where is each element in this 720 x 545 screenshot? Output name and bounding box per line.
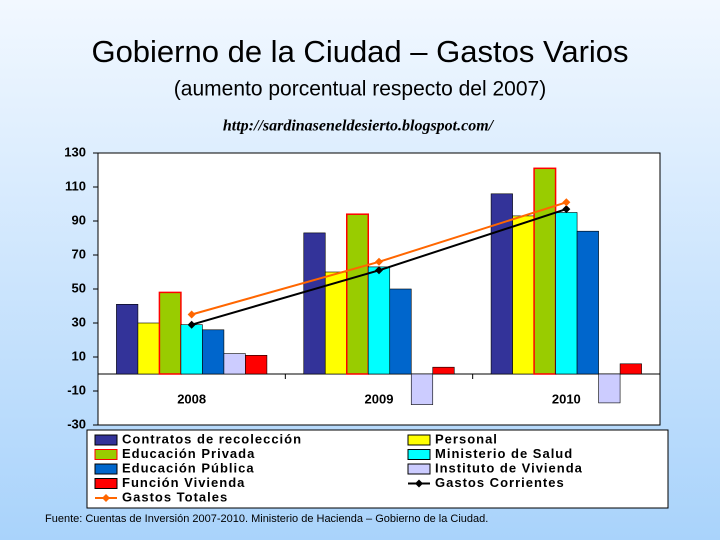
legend-label: Contratos de recolección <box>122 431 302 446</box>
x-tick-label: 2008 <box>177 391 206 406</box>
line-marker <box>187 320 196 329</box>
bar <box>245 354 268 375</box>
url: http://sardinaseneldesierto.blogspot.com… <box>223 118 495 135</box>
bar <box>180 324 203 375</box>
legend-swatch <box>94 434 118 446</box>
bar <box>410 373 434 405</box>
x-tick-label: 2010 <box>552 391 581 406</box>
source: Fuente: Cuentas de Inversión 2007-2010. … <box>45 513 488 525</box>
legend-swatch <box>94 478 118 489</box>
legend-marker <box>102 494 110 502</box>
y-tick-label: 130 <box>64 144 86 159</box>
x-tick-label: 2009 <box>365 391 394 406</box>
line-marker <box>375 257 383 266</box>
y-tick-label: 10 <box>72 348 86 363</box>
legend-label: Ministerio de Salud <box>435 446 573 461</box>
bar <box>555 212 578 375</box>
legend-label: Función Vivienda <box>122 475 245 490</box>
legend-swatch <box>94 449 118 460</box>
bar <box>202 329 225 375</box>
bar <box>158 291 182 375</box>
y-tick-label: 110 <box>65 178 86 193</box>
legend-label: Instituto de Vivienda <box>435 460 583 475</box>
bar <box>346 213 369 375</box>
bar <box>619 363 642 375</box>
bar <box>598 373 621 404</box>
legend-label: Personal <box>435 431 498 446</box>
bar <box>512 215 535 375</box>
legend-marker <box>415 479 423 488</box>
line-marker <box>187 310 196 319</box>
chart-subtitle: (aumento porcentual respecto del 2007) <box>174 78 546 101</box>
legend-label: Gastos Corrientes <box>435 475 565 490</box>
y-tick-label: -10 <box>67 382 86 397</box>
bar <box>137 322 160 375</box>
bar <box>223 353 246 375</box>
legend-swatch <box>94 463 118 475</box>
legend-swatch <box>407 463 431 475</box>
legend-swatch <box>407 449 431 460</box>
legend-swatch <box>407 434 431 446</box>
bar <box>432 366 455 375</box>
legend-label: Educación Privada <box>122 446 255 461</box>
y-tick-label: 50 <box>72 280 86 295</box>
line-marker <box>562 198 571 207</box>
legend <box>86 429 669 509</box>
bar <box>367 266 391 375</box>
line-marker <box>562 205 571 214</box>
y-tick-label: 70 <box>72 246 86 261</box>
y-tick-label: 90 <box>72 212 86 227</box>
bar <box>116 303 139 375</box>
bar <box>576 230 599 375</box>
y-tick-label: -30 <box>67 416 86 431</box>
legend-label: Educación Pública <box>122 460 255 475</box>
bar <box>533 167 557 375</box>
legend-label: Gastos Totales <box>122 489 228 504</box>
bar <box>389 288 412 375</box>
line-marker <box>375 266 383 275</box>
chart-title: Gobierno de la Ciudad – Gastos Varios <box>91 34 628 69</box>
y-tick-label: 30 <box>72 314 86 329</box>
bar <box>324 271 348 375</box>
bar <box>303 232 326 375</box>
